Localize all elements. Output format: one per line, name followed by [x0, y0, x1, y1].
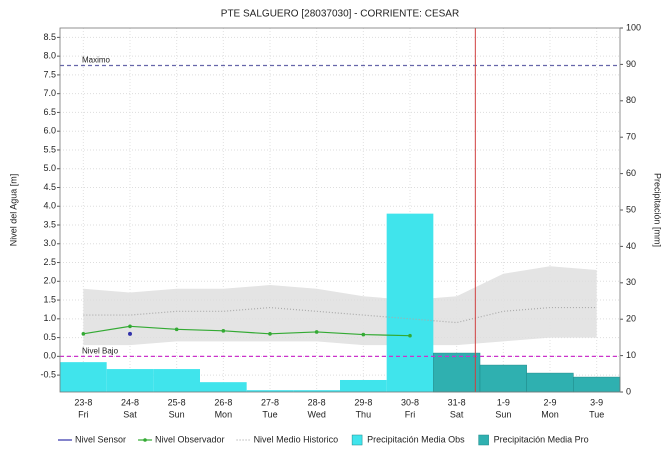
y-tick-label: 4.0: [43, 201, 56, 211]
historic-range: [83, 266, 597, 346]
y-tick-label: 0.5: [43, 332, 56, 342]
legend-label: Nivel Observador: [155, 434, 225, 444]
legend-label: Precipitación Media Pro: [494, 434, 589, 444]
reference-label: Maximo: [82, 56, 111, 65]
precip-bar: [106, 369, 154, 392]
y2-tick-label: 0: [626, 386, 631, 396]
x-tick-label: 27-8: [261, 397, 279, 407]
level-line: [83, 325, 411, 337]
precip-bar: [433, 352, 481, 393]
y-tick-label: 8.0: [43, 51, 56, 61]
y2-tick-label: 70: [626, 132, 636, 142]
x-tick-label: 23-8: [74, 397, 92, 407]
y-tick-label: 6.5: [43, 107, 56, 117]
legend-dot: [143, 438, 147, 442]
y2-tick-label: 10: [626, 350, 636, 360]
x-tick-label: 31-8: [448, 397, 466, 407]
level-point: [81, 332, 86, 336]
y-tick-label: 8.5: [43, 32, 56, 42]
legend-swatch: [478, 434, 489, 446]
x-tick-label: 29-8: [354, 397, 372, 407]
y2-tick-label: 30: [626, 277, 636, 287]
level-point: [221, 329, 226, 333]
x-tick-label: 25-8: [168, 397, 186, 407]
y2-tick-label: 20: [626, 314, 636, 324]
y-tick-label: 0.0: [43, 351, 56, 361]
legend-swatch: [351, 434, 363, 446]
x-tick-label: 26-8: [214, 397, 232, 407]
x-tick-weekday: Sat: [123, 409, 137, 419]
legend-label: Precipitación Media Obs: [367, 434, 465, 444]
y2-tick-label: 60: [626, 168, 636, 178]
precip-bar: [153, 369, 200, 392]
x-tick-weekday: Thu: [356, 409, 372, 419]
y-axis-title: Nivel del Agua [m]: [8, 174, 18, 247]
y-tick-label: 1.5: [43, 294, 56, 304]
x-tick-label: 24-8: [121, 397, 139, 407]
x-tick-label: 3-9: [590, 397, 603, 407]
x-tick-weekday: Sun: [495, 409, 511, 419]
y2-tick-label: 50: [626, 204, 636, 214]
y2-axis-title: Precipitación [mm]: [653, 173, 663, 247]
precip-bar: [246, 390, 294, 392]
y2-tick-label: 40: [626, 241, 636, 251]
legend-label: Nivel Medio Historico: [254, 434, 339, 444]
y-tick-label: 6.0: [43, 126, 56, 136]
y-tick-label: 3.5: [43, 219, 56, 229]
level-point: [128, 324, 132, 329]
x-tick-weekday: Mon: [541, 409, 559, 419]
precip-bar: [526, 372, 574, 393]
y-tick-label: 3.0: [43, 238, 56, 248]
legend-label: Nivel Sensor: [75, 434, 126, 444]
precip-bar: [386, 213, 434, 392]
x-tick-weekday: Sat: [450, 409, 464, 419]
precip-bar: [293, 390, 340, 392]
x-tick-label: 28-8: [308, 397, 326, 407]
y-tick-label: 7.5: [43, 69, 56, 79]
y2-tick-label: 80: [626, 95, 636, 105]
x-tick-weekday: Fri: [405, 409, 416, 419]
y2-tick-label: 90: [626, 59, 636, 69]
reference-label: Nivel Bajo: [82, 346, 119, 355]
x-tick-weekday: Mon: [215, 409, 233, 419]
x-tick-label: 1-9: [497, 397, 510, 407]
x-tick-weekday: Wed: [307, 409, 325, 419]
x-tick-weekday: Fri: [78, 409, 89, 419]
precip-bar: [200, 382, 247, 392]
y-tick-label: 2.5: [43, 257, 56, 267]
y-tick-label: 5.5: [43, 144, 56, 154]
x-tick-weekday: Sun: [169, 409, 185, 419]
y-tick-label: 5.0: [43, 163, 56, 173]
precip-bar: [573, 376, 621, 393]
level-point: [408, 333, 412, 338]
x-tick-label: 2-9: [543, 397, 556, 407]
chart-title: PTE SALGUERO [28037030] - CORRIENTE: CES…: [221, 9, 459, 20]
level-point: [268, 332, 272, 336]
precip-bar: [340, 379, 387, 392]
x-tick-weekday: Tue: [589, 409, 604, 419]
level-point: [314, 330, 319, 334]
y-tick-label: 4.5: [43, 182, 56, 192]
level-point: [128, 331, 132, 336]
plot-frame: [59, 27, 621, 393]
level-point: [174, 327, 179, 332]
y-tick-label: 2.0: [43, 276, 56, 286]
y-tick-label: -0.5: [40, 369, 56, 379]
y2-tick-label: 100: [626, 22, 641, 32]
precip-bar: [479, 364, 527, 393]
level-point: [361, 332, 366, 337]
precip-bar: [60, 362, 107, 392]
x-tick-weekday: Tue: [262, 409, 277, 419]
x-tick-label: 30-8: [401, 397, 419, 407]
y-tick-label: 7.0: [43, 88, 56, 98]
y-tick-label: 1.0: [43, 313, 56, 323]
